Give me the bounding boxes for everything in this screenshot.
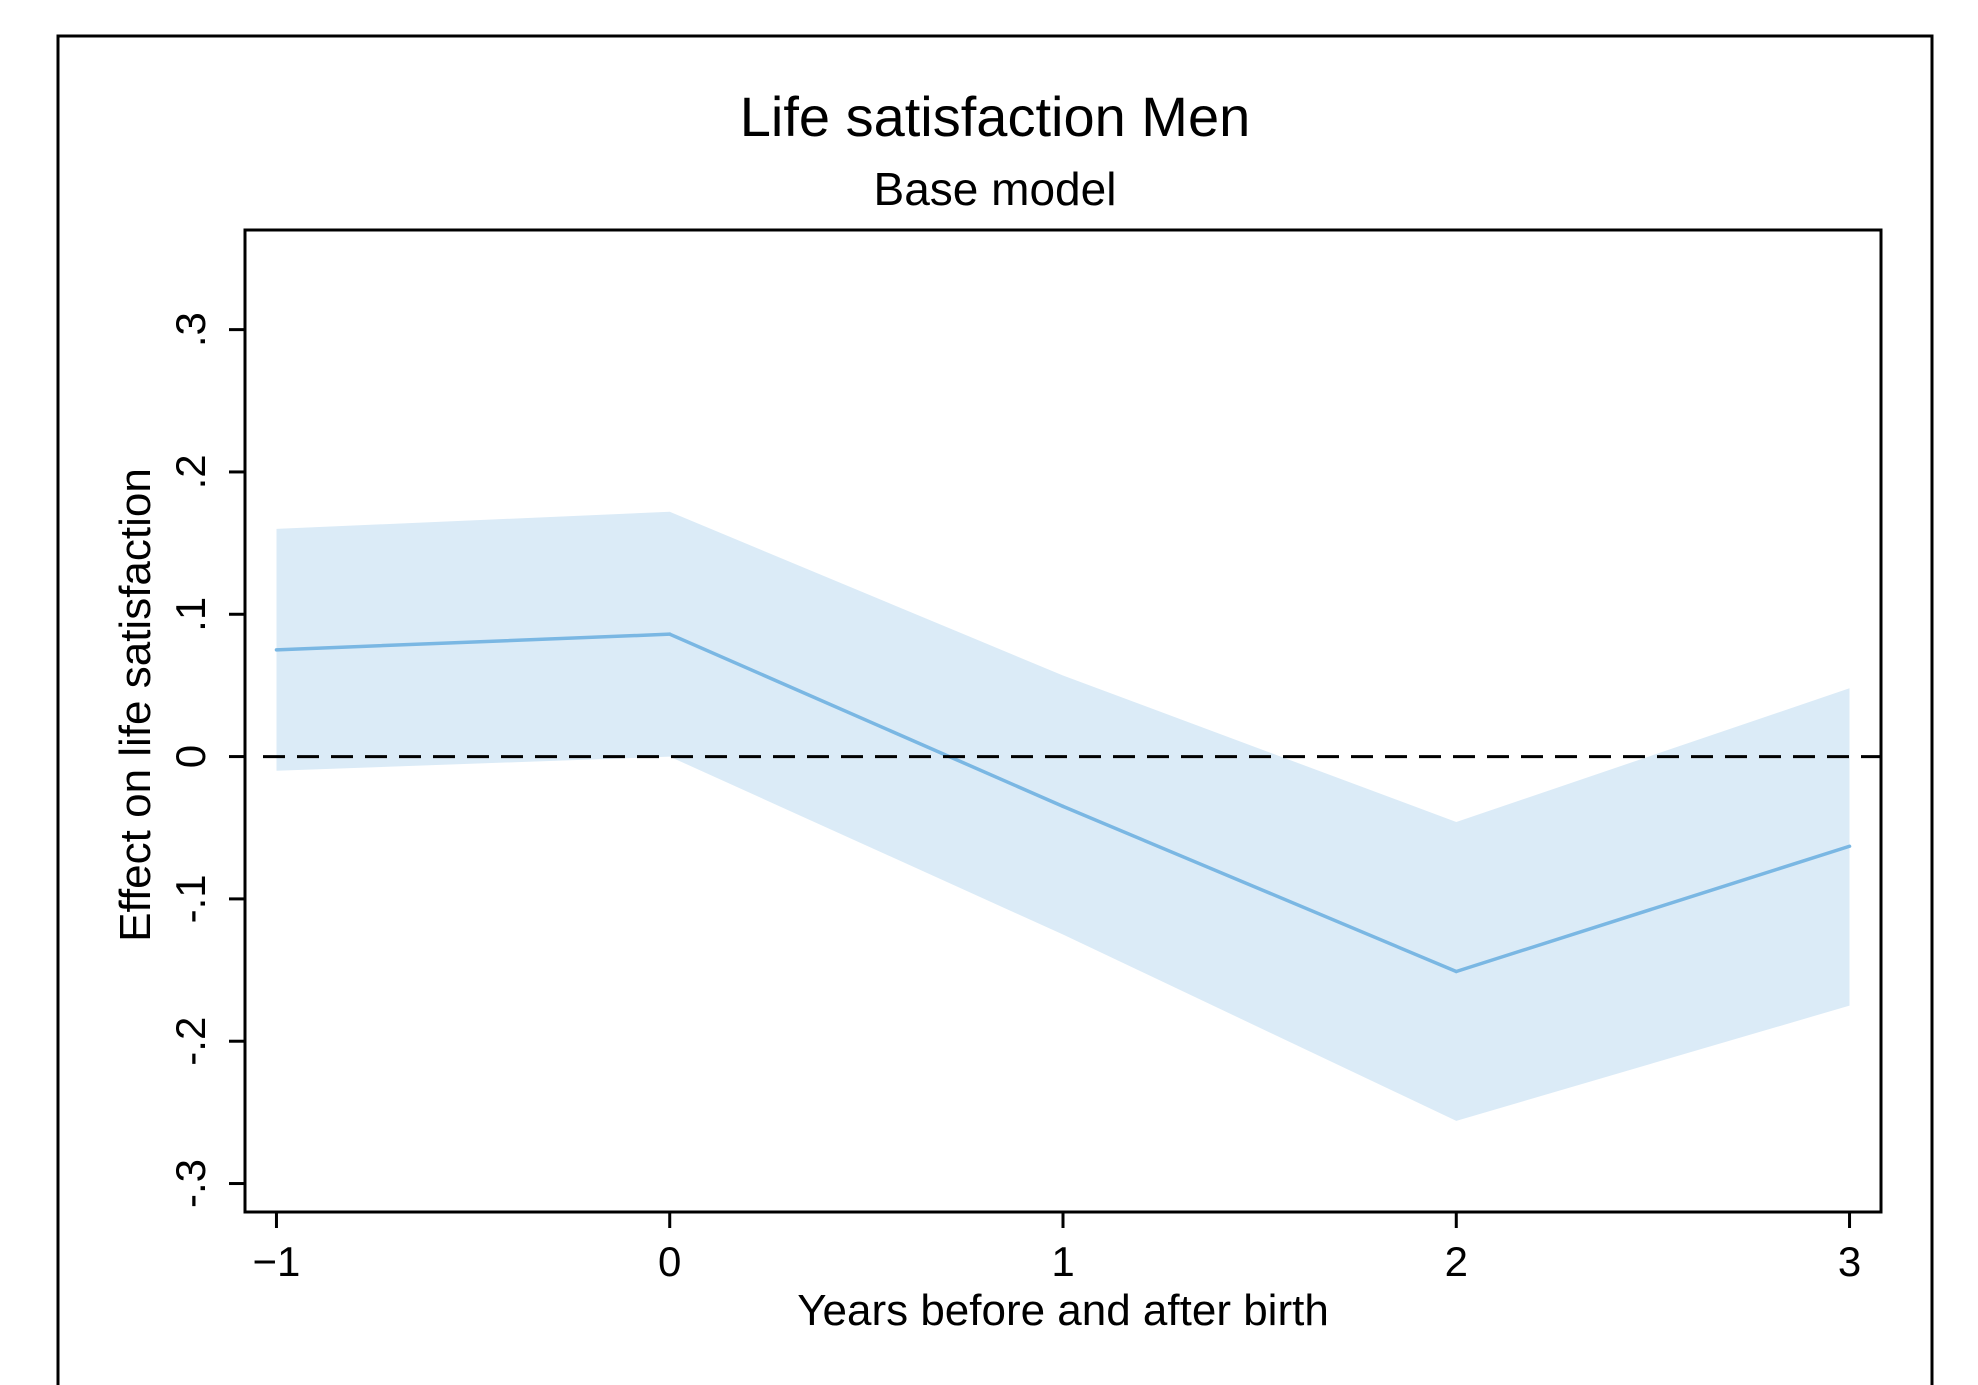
y-axis-title: Effect on life satisfaction (111, 468, 160, 942)
series-line-segment (667, 632, 1065, 809)
confidence-band (276, 511, 1850, 1121)
x-tick-label: −1 (253, 1238, 301, 1285)
x-tick-label: 3 (1838, 1238, 1861, 1285)
y-tick-label: -.1 (167, 874, 214, 923)
chart-title: Life satisfaction Men (740, 85, 1250, 148)
x-axis-title: Years before and after birth (797, 1286, 1329, 1335)
y-tick-label: .2 (167, 454, 214, 489)
series-line-segment (274, 632, 672, 652)
chart-axes: −1 0 1 2 3 -.3 -.2 -.1 0 .1 .2 .3 (167, 312, 1861, 1285)
y-tick-label: .3 (167, 312, 214, 347)
series-line-segment (1454, 844, 1852, 974)
y-tick-label: .1 (167, 597, 214, 632)
chart-subtitle: Base model (874, 163, 1117, 215)
x-tick-label: 2 (1445, 1238, 1468, 1285)
y-tick-label: -.2 (167, 1017, 214, 1066)
y-tick-label: 0 (167, 745, 214, 768)
y-tick-label: -.3 (167, 1159, 214, 1208)
x-tick-label: 0 (658, 1238, 681, 1285)
chart-marks (263, 511, 1881, 1121)
x-tick-label: 1 (1051, 1238, 1074, 1285)
series-line-segment (1061, 804, 1459, 974)
